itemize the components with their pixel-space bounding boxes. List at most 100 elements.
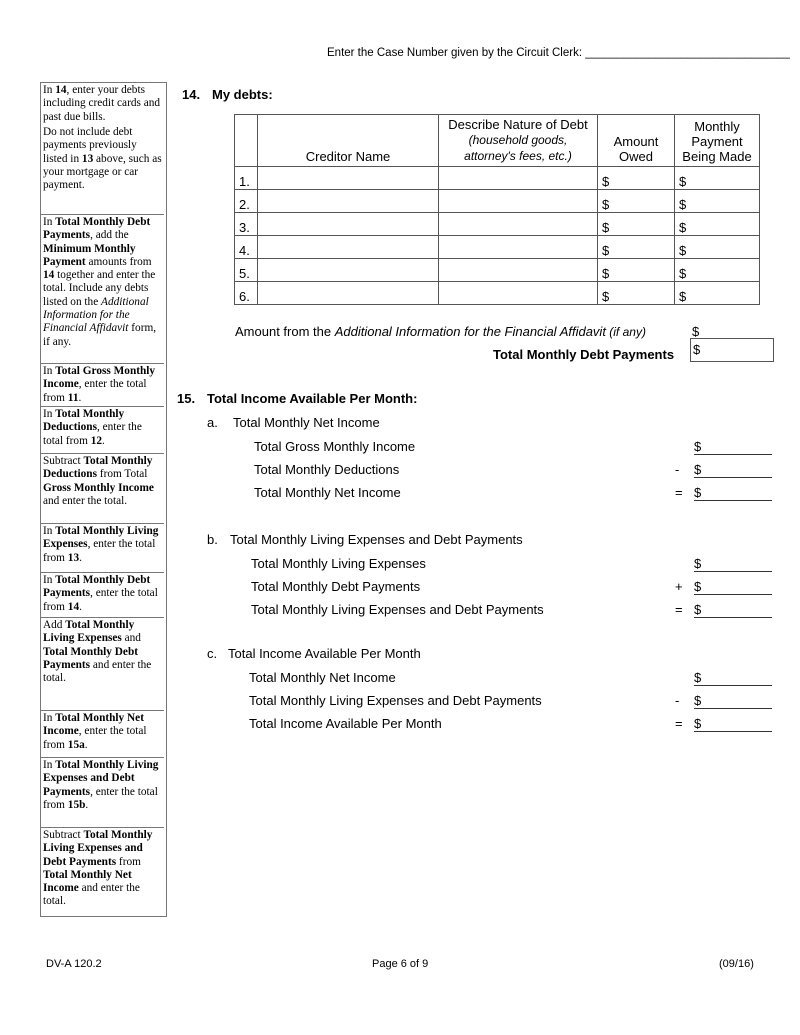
instruction-note: In Total Monthly Living Expenses and Deb…: [41, 758, 164, 828]
note-text: Total Monthly Debt Payments: [43, 216, 151, 242]
monthly-payment-cell[interactable]: $: [674, 258, 760, 282]
note-text: , enter the total from: [43, 378, 147, 404]
note-text: .: [78, 391, 82, 404]
note-text: .: [84, 738, 88, 751]
note-text: .: [85, 798, 89, 811]
subsection-title: Total Income Available Per Month: [228, 646, 421, 661]
creditor-name-cell[interactable]: [257, 166, 439, 190]
note-text: 13: [67, 551, 80, 564]
dollar: $: [692, 324, 700, 339]
note-text: , enter the total from: [43, 538, 156, 564]
total-debt-field[interactable]: $: [690, 338, 774, 362]
note-text: 15a: [67, 738, 85, 751]
amount-field[interactable]: $: [694, 439, 772, 455]
amount-field[interactable]: $: [694, 693, 772, 709]
total-debt-label: Total Monthly Debt Payments: [493, 347, 675, 362]
line-label: Total Monthly Living Expenses and Debt P…: [251, 602, 544, 617]
debt-nature-cell[interactable]: [438, 212, 598, 236]
text: Additional Information for the Financial…: [334, 324, 606, 339]
note-text: , enter your debts including credit card…: [43, 84, 161, 123]
note-text: Total Monthly Living Expenses: [43, 525, 159, 551]
section-14-number: 14.: [182, 87, 201, 102]
note-text: form, if any.: [43, 322, 157, 348]
col-owed: Amount Owed: [597, 114, 675, 167]
additional-amount-field[interactable]: $: [692, 324, 699, 339]
note-text: from Total: [96, 468, 148, 481]
monthly-payment-cell[interactable]: $: [674, 212, 760, 236]
debts-table: Creditor Name Describe Nature of Debt (ho…: [234, 114, 760, 305]
line-label: Total Monthly Debt Payments: [251, 579, 421, 594]
debt-nature-cell[interactable]: [438, 189, 598, 213]
debt-row: 1. $ $: [234, 166, 760, 190]
amount-owed-cell[interactable]: $: [597, 258, 675, 282]
note-text: 14: [43, 269, 55, 282]
creditor-name-cell[interactable]: [257, 212, 439, 236]
amount-owed-cell[interactable]: $: [597, 281, 675, 305]
amount-field[interactable]: $: [694, 462, 772, 478]
note-text: Total Gross Monthly Income: [43, 365, 156, 391]
note-text: above, such as your mortgage or car paym…: [43, 152, 162, 192]
creditor-name-cell[interactable]: [257, 281, 439, 305]
note-text: Total Monthly Debt Payments: [43, 645, 138, 671]
note-text: In: [43, 759, 56, 771]
note-text: , enter the total from: [43, 421, 142, 447]
row-number: 5.: [234, 258, 258, 282]
col-num: [234, 114, 258, 167]
case-number-label: Enter the Case Number given by the Circu…: [327, 47, 790, 59]
operator: -: [675, 693, 680, 708]
creditor-name-cell[interactable]: [257, 189, 439, 213]
note-text: 12: [90, 434, 102, 447]
amount-owed-cell[interactable]: $: [597, 189, 675, 213]
note-text: In: [43, 216, 56, 228]
amount-field[interactable]: $: [694, 579, 772, 595]
row-number: 1.: [234, 166, 258, 190]
amount-field[interactable]: $: [694, 602, 772, 618]
note-text: Total Monthly Net Income: [43, 712, 144, 738]
debt-nature-cell[interactable]: [438, 281, 598, 305]
note-text: In: [43, 574, 56, 586]
amount-owed-cell[interactable]: $: [597, 212, 675, 236]
monthly-payment-cell[interactable]: $: [674, 189, 760, 213]
amount-field[interactable]: $: [694, 716, 772, 732]
subsection-title: Total Monthly Living Expenses and Debt P…: [230, 532, 523, 547]
creditor-name-cell[interactable]: [257, 235, 439, 259]
monthly-payment-cell[interactable]: $: [674, 281, 760, 305]
amount-owed-cell[interactable]: $: [597, 166, 675, 190]
operator: -: [675, 462, 680, 477]
line-label: Total Monthly Living Expenses and Debt P…: [249, 693, 542, 708]
amount-owed-cell[interactable]: $: [597, 235, 675, 259]
note-text: Total Monthly Deductions: [43, 408, 125, 434]
amount-field[interactable]: $: [694, 556, 772, 572]
instruction-note: Do not include debt payments previously …: [41, 125, 164, 215]
monthly-payment-cell[interactable]: $: [674, 166, 760, 190]
note-text: and: [121, 632, 141, 645]
debt-nature-cell[interactable]: [438, 166, 598, 190]
note-text: 15b: [67, 798, 86, 811]
monthly-payment-cell[interactable]: $: [674, 235, 760, 259]
revision-date: (09/16): [719, 958, 754, 970]
note-text: In: [43, 365, 56, 377]
debt-row: 5. $ $: [234, 258, 760, 282]
col-nature: Describe Nature of Debt (household goods,…: [438, 114, 598, 167]
operator: +: [675, 579, 683, 594]
instruction-note: Subtract Total Monthly Living Expenses a…: [41, 828, 164, 916]
debt-nature-cell[interactable]: [438, 235, 598, 259]
amount-field[interactable]: $: [694, 485, 772, 501]
text: Amount from the: [235, 324, 335, 339]
col-payment: Monthly Payment Being Made: [674, 114, 760, 167]
instruction-note: In 14, enter your debts including credit…: [41, 83, 164, 125]
note-text: .: [79, 600, 82, 613]
amount-field[interactable]: $: [694, 670, 772, 686]
col-creditor: Creditor Name: [257, 114, 439, 167]
operator: =: [675, 602, 683, 617]
debt-nature-cell[interactable]: [438, 258, 598, 282]
dollar: $: [694, 670, 702, 685]
line-label: Total Income Available Per Month: [249, 716, 442, 731]
creditor-name-cell[interactable]: [257, 258, 439, 282]
debt-row: 3. $ $: [234, 212, 760, 236]
dollar: $: [694, 485, 702, 500]
nature-subheader: (household goods, attorney's fees, etc.): [464, 133, 572, 163]
note-text: Total Monthly Living Expenses and Debt P…: [43, 759, 159, 798]
note-text: Total Monthly Deductions: [43, 455, 153, 481]
note-text: Total Monthly Net Income: [43, 868, 132, 895]
